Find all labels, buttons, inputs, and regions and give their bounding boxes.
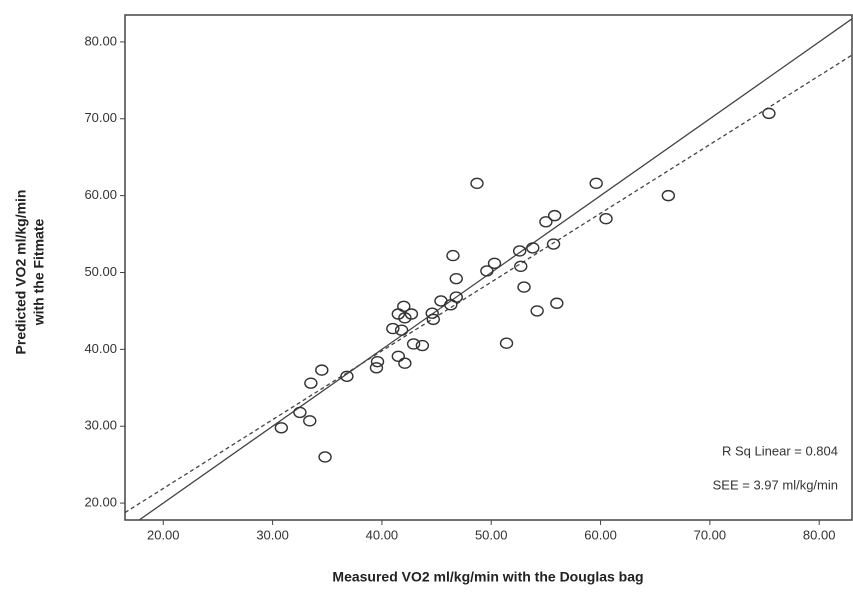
y-tick-label: 40.00 <box>84 341 117 356</box>
y-tick-label: 70.00 <box>84 110 117 125</box>
data-point <box>447 251 459 261</box>
x-tick-label: 30.00 <box>256 527 289 542</box>
data-point <box>590 178 602 188</box>
x-tick-label: 80.00 <box>803 527 836 542</box>
y-axis-label: with the Fitmate <box>31 219 47 327</box>
data-point <box>551 298 563 308</box>
y-tick-label: 20.00 <box>84 495 117 510</box>
data-point <box>416 341 428 351</box>
y-tick-label: 60.00 <box>84 187 117 202</box>
data-point <box>527 243 539 253</box>
data-point <box>408 339 420 349</box>
annotation: SEE = 3.97 ml/kg/min <box>713 477 838 492</box>
data-point <box>549 211 561 221</box>
chart: Measured VO2 ml/kg/min with the Douglas … <box>0 0 853 592</box>
data-point <box>435 296 447 306</box>
data-point <box>518 282 530 292</box>
data-point <box>275 423 287 433</box>
data-point <box>471 178 483 188</box>
data-point <box>481 266 493 276</box>
y-tick-label: 50.00 <box>84 264 117 279</box>
data-point <box>294 407 306 417</box>
x-tick-label: 50.00 <box>475 527 508 542</box>
data-point <box>305 378 317 388</box>
data-point <box>531 306 543 316</box>
data-point <box>319 452 331 462</box>
data-point <box>450 274 462 284</box>
y-axis-label: Predicted VO2 ml/kg/min <box>13 190 29 355</box>
data-point <box>392 351 404 361</box>
data-point <box>763 108 775 118</box>
data-point <box>387 324 399 334</box>
data-point <box>316 365 328 375</box>
data-point <box>370 363 382 373</box>
data-point <box>514 246 526 256</box>
data-point <box>548 239 560 249</box>
x-tick-label: 70.00 <box>694 527 727 542</box>
data-point <box>396 325 408 335</box>
x-tick-label: 20.00 <box>147 527 180 542</box>
x-tick-label: 60.00 <box>584 527 617 542</box>
data-point <box>600 214 612 224</box>
y-tick-label: 80.00 <box>84 33 117 48</box>
data-point <box>662 191 674 201</box>
data-point <box>399 358 411 368</box>
data-point <box>501 338 513 348</box>
x-axis-label: Measured VO2 ml/kg/min with the Douglas … <box>332 569 643 585</box>
x-tick-label: 40.00 <box>366 527 399 542</box>
y-tick-label: 30.00 <box>84 418 117 433</box>
data-point <box>304 416 316 426</box>
annotation: R Sq Linear = 0.804 <box>722 443 838 458</box>
page: {"chart_data": {"type": "scatter", "x_la… <box>0 0 853 592</box>
